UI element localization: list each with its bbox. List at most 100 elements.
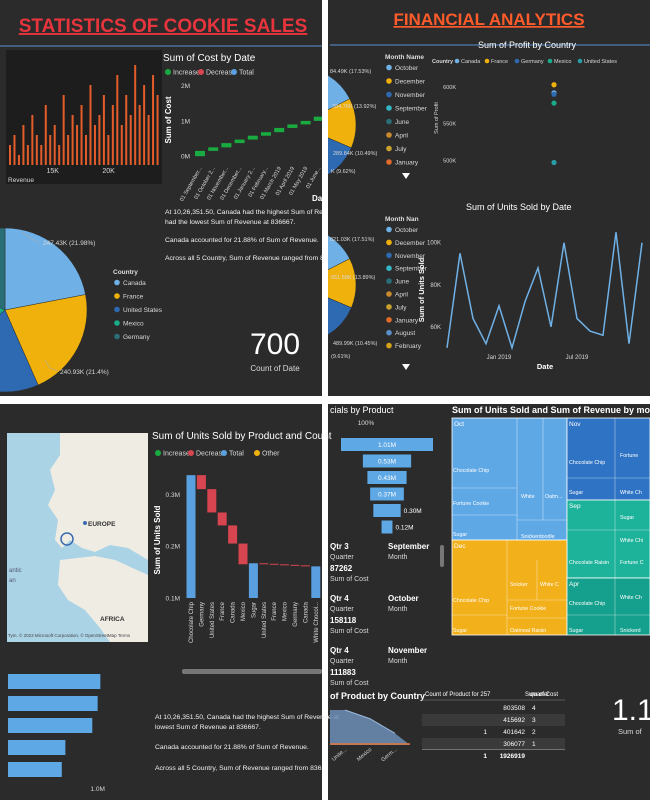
treemap-label: Apr [569, 581, 580, 588]
waterfall-bar [311, 566, 321, 598]
waterfall-bar [186, 475, 196, 598]
axis-title: Sum of Units Sold [417, 257, 426, 322]
y-tick-label: 2M [181, 83, 190, 90]
legend-title: Country [113, 269, 138, 276]
panel-content: 84.49K (17.53%) 384.76K (13.92%) 289.84K (… [328, 69, 378, 360]
treemap-label: Dec [454, 543, 466, 550]
treemap-item-label: Sugar [620, 515, 634, 521]
legend-label: September [395, 266, 428, 273]
x-tick-label: Sugar [251, 602, 257, 618]
treemap-item-label: White Ch [620, 490, 642, 496]
legend-label: October [395, 227, 419, 234]
y-tick-label: 550K [443, 122, 456, 128]
map-land [58, 556, 148, 642]
waterfall-bar [259, 563, 269, 565]
table-cell: 1 [483, 729, 487, 736]
legend-marker [386, 291, 392, 297]
funnel-bar [341, 438, 433, 451]
legend-label: November [395, 253, 426, 260]
funnel-bar [367, 471, 407, 484]
scrollbar[interactable] [440, 545, 444, 567]
data-label: 100% [358, 420, 375, 427]
histogram-bar [138, 105, 141, 165]
table-cell: 415692 [503, 717, 525, 724]
x-tick-label: Canada [231, 601, 237, 623]
x-tick-label: Chocolate Chip [189, 601, 195, 643]
scatter-point [551, 91, 557, 97]
funnel-bar [381, 520, 393, 534]
treemap-item-label: Chocolate Chip [453, 468, 489, 474]
histogram-bar [9, 145, 12, 165]
card-value: 111883 [330, 668, 356, 677]
histogram-bar [67, 135, 70, 165]
pie-slice [328, 235, 351, 271]
legend-label: September [395, 106, 428, 113]
funnel-bar [370, 487, 404, 501]
legend-marker [114, 333, 120, 340]
table-cell: 306077 [503, 741, 525, 748]
area-line [344, 709, 396, 734]
treemap-item-label: Snickerdoodle [521, 534, 555, 540]
histogram-bar [98, 115, 101, 165]
legend-label: Canada [123, 280, 146, 287]
legend-marker [386, 159, 392, 165]
pie-slice [0, 227, 6, 311]
legend-marker [221, 450, 227, 456]
chart-title: Sum of Units Sold by Product and Count [152, 431, 332, 442]
table-cell: 803508 [503, 705, 525, 712]
treemap-item-label: White Chi [620, 538, 643, 544]
legend-label: France [491, 59, 508, 65]
map-marker [83, 521, 87, 525]
treemap-item-label: Fortune Cookie [453, 501, 489, 507]
treemap-item-label: Sugar [453, 628, 467, 634]
legend-label: Mexico [123, 321, 144, 328]
legend-marker [386, 91, 392, 98]
legend-marker [198, 69, 204, 75]
bar [8, 740, 66, 755]
y-tick-label: 100K [427, 241, 441, 247]
legend-label: Other [262, 451, 280, 458]
y-tick-label: 0.2M [166, 544, 180, 551]
waterfall-bar [207, 489, 217, 513]
legend-marker [547, 58, 553, 64]
x-tick-label: Mexico [283, 601, 289, 621]
table-cell: 1 [532, 741, 536, 748]
legend-title: Country [432, 59, 454, 65]
scroll-arrow[interactable] [402, 173, 410, 179]
legend-label: Increase [173, 70, 200, 77]
treemap-cell [451, 539, 568, 636]
legend-marker [155, 450, 161, 456]
legend-label: United States [584, 59, 617, 65]
card-value: November [388, 646, 427, 655]
card-value: Qtr 4 [330, 646, 349, 655]
table-header: Count of Product for 257 [425, 692, 491, 698]
waterfall-bar [208, 147, 219, 151]
legend-label: April [395, 292, 409, 299]
data-label: 384.76K (13.92%) [332, 104, 377, 110]
histogram-bar [111, 105, 114, 165]
legend-label: Germany [123, 334, 150, 341]
waterfall-bar [238, 543, 248, 565]
area-fill [330, 710, 410, 745]
table-cell: 1 [483, 753, 487, 760]
funnel-bar [373, 504, 401, 517]
pie-slice [328, 75, 351, 111]
legend-label: June [395, 279, 409, 286]
treemap-cell [566, 499, 650, 579]
chart-background [6, 50, 162, 184]
scroll-arrow[interactable] [402, 364, 410, 370]
data-label: 1.01M [378, 442, 396, 449]
data-label: 0.43M [378, 475, 396, 482]
legend-title: Month Name [385, 54, 424, 61]
card-label: Month [388, 606, 408, 613]
table-cell: 1926919 [500, 753, 526, 760]
legend-label: January [395, 160, 419, 167]
data-label: 240.93K (21.4%) [60, 369, 109, 376]
table-header: quarter [530, 692, 549, 698]
histogram-bar [49, 135, 52, 165]
treemap-item-label: Chocolate Raisin [569, 560, 609, 566]
map-attribution: Tym. © 2023 Microsoft Corporation, © Ope… [8, 632, 131, 638]
scrollbar[interactable] [182, 669, 322, 674]
treemap-item-label: Chocolate Chip [453, 598, 489, 604]
axis-title: Sum of Cost [164, 96, 173, 143]
